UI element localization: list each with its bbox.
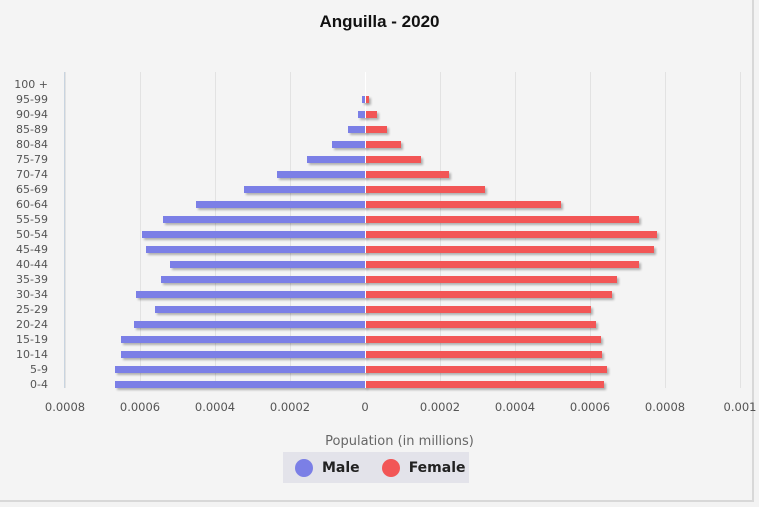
gridline bbox=[440, 72, 441, 388]
x-tick-label: 0 bbox=[361, 400, 369, 414]
female-bar[interactable] bbox=[365, 201, 561, 208]
female-bar[interactable] bbox=[365, 366, 608, 373]
x-tick-label: 0.0002 bbox=[269, 400, 311, 414]
legend: Male Female bbox=[283, 452, 469, 483]
x-tick-label: 0.0002 bbox=[419, 400, 461, 414]
legend-item-female[interactable]: Female bbox=[381, 458, 466, 477]
y-axis-line bbox=[64, 72, 65, 388]
y-tick-label: 25-29 bbox=[16, 303, 48, 316]
male-bar[interactable] bbox=[114, 366, 366, 373]
female-bar[interactable] bbox=[365, 111, 377, 118]
female-bar[interactable] bbox=[365, 156, 422, 163]
y-tick-label: 0-4 bbox=[30, 378, 48, 391]
y-tick-label: 30-34 bbox=[16, 288, 48, 301]
female-bar[interactable] bbox=[365, 306, 591, 313]
female-dot-icon bbox=[381, 458, 400, 477]
y-tick-label: 10-14 bbox=[16, 348, 48, 361]
y-tick-label: 60-64 bbox=[16, 198, 48, 211]
x-tick-label: 0.0004 bbox=[194, 400, 236, 414]
female-bar[interactable] bbox=[365, 126, 387, 133]
male-bar[interactable] bbox=[155, 306, 366, 313]
gridline bbox=[65, 72, 66, 388]
male-bar[interactable] bbox=[276, 171, 366, 178]
y-tick-label: 85-89 bbox=[16, 123, 48, 136]
male-bar[interactable] bbox=[243, 186, 366, 193]
gridline bbox=[515, 72, 516, 388]
chart-title: Anguilla - 2020 bbox=[319, 12, 440, 31]
female-bar[interactable] bbox=[365, 351, 602, 358]
y-tick-label: 75-79 bbox=[16, 153, 48, 166]
male-dot-icon bbox=[295, 458, 313, 477]
female-bar[interactable] bbox=[365, 246, 654, 253]
x-tick-label: 0.0006 bbox=[119, 400, 161, 414]
female-bar[interactable] bbox=[365, 291, 612, 298]
legend-label-female: Female bbox=[408, 459, 466, 476]
male-bar[interactable] bbox=[195, 201, 366, 208]
x-axis-title: Population (in millions) bbox=[325, 434, 474, 449]
y-tick-label: 45-49 bbox=[16, 243, 48, 256]
male-bar[interactable] bbox=[121, 351, 366, 358]
female-bar[interactable] bbox=[365, 261, 639, 268]
gridline bbox=[665, 72, 666, 388]
gridline bbox=[140, 72, 141, 388]
male-bar[interactable] bbox=[146, 246, 366, 253]
male-bar[interactable] bbox=[306, 156, 366, 163]
legend-item-male[interactable]: Male bbox=[295, 458, 360, 477]
male-bar[interactable] bbox=[162, 216, 366, 223]
y-tick-label: 40-44 bbox=[16, 258, 48, 271]
y-tick-label: 5-9 bbox=[30, 363, 48, 376]
male-bar[interactable] bbox=[141, 231, 366, 238]
gridline bbox=[290, 72, 291, 388]
y-tick-label: 80-84 bbox=[16, 138, 48, 151]
x-tick-label: 0.001 bbox=[723, 400, 757, 414]
male-bar[interactable] bbox=[114, 381, 366, 388]
y-tick-label: 55-59 bbox=[16, 213, 48, 226]
x-tick-label: 0.0006 bbox=[569, 400, 611, 414]
x-tick-label: 0.0008 bbox=[644, 400, 686, 414]
x-tick-label: 0.0008 bbox=[44, 400, 86, 414]
male-bar[interactable] bbox=[121, 336, 366, 343]
gridline bbox=[740, 72, 741, 388]
female-bar[interactable] bbox=[365, 141, 401, 148]
legend-label-male: Male bbox=[322, 459, 360, 476]
x-tick-label: 0.0004 bbox=[494, 400, 536, 414]
y-tick-label: 20-24 bbox=[16, 318, 48, 331]
female-bar[interactable] bbox=[365, 216, 639, 223]
male-bar[interactable] bbox=[170, 261, 366, 268]
female-bar[interactable] bbox=[365, 186, 485, 193]
gridline bbox=[590, 72, 591, 388]
female-bar[interactable] bbox=[365, 231, 657, 238]
y-tick-label: 90-94 bbox=[16, 108, 48, 121]
female-bar[interactable] bbox=[365, 276, 617, 283]
y-tick-label: 95-99 bbox=[16, 93, 48, 106]
female-bar[interactable] bbox=[365, 321, 596, 328]
female-bar[interactable] bbox=[365, 336, 602, 343]
female-bar[interactable] bbox=[365, 381, 605, 388]
male-bar[interactable] bbox=[348, 126, 366, 133]
female-bar[interactable] bbox=[365, 171, 449, 178]
female-bar[interactable] bbox=[365, 96, 369, 103]
gridline bbox=[365, 72, 366, 388]
y-tick-label: 15-19 bbox=[16, 333, 48, 346]
male-bar[interactable] bbox=[332, 141, 366, 148]
male-bar[interactable] bbox=[134, 321, 366, 328]
y-tick-label: 35-39 bbox=[16, 273, 48, 286]
y-tick-label: 65-69 bbox=[16, 183, 48, 196]
y-tick-label: 100 + bbox=[14, 78, 48, 91]
y-tick-label: 70-74 bbox=[16, 168, 48, 181]
male-bar[interactable] bbox=[135, 291, 366, 298]
y-tick-label: 50-54 bbox=[16, 228, 48, 241]
gridline bbox=[215, 72, 216, 388]
male-bar[interactable] bbox=[161, 276, 366, 283]
